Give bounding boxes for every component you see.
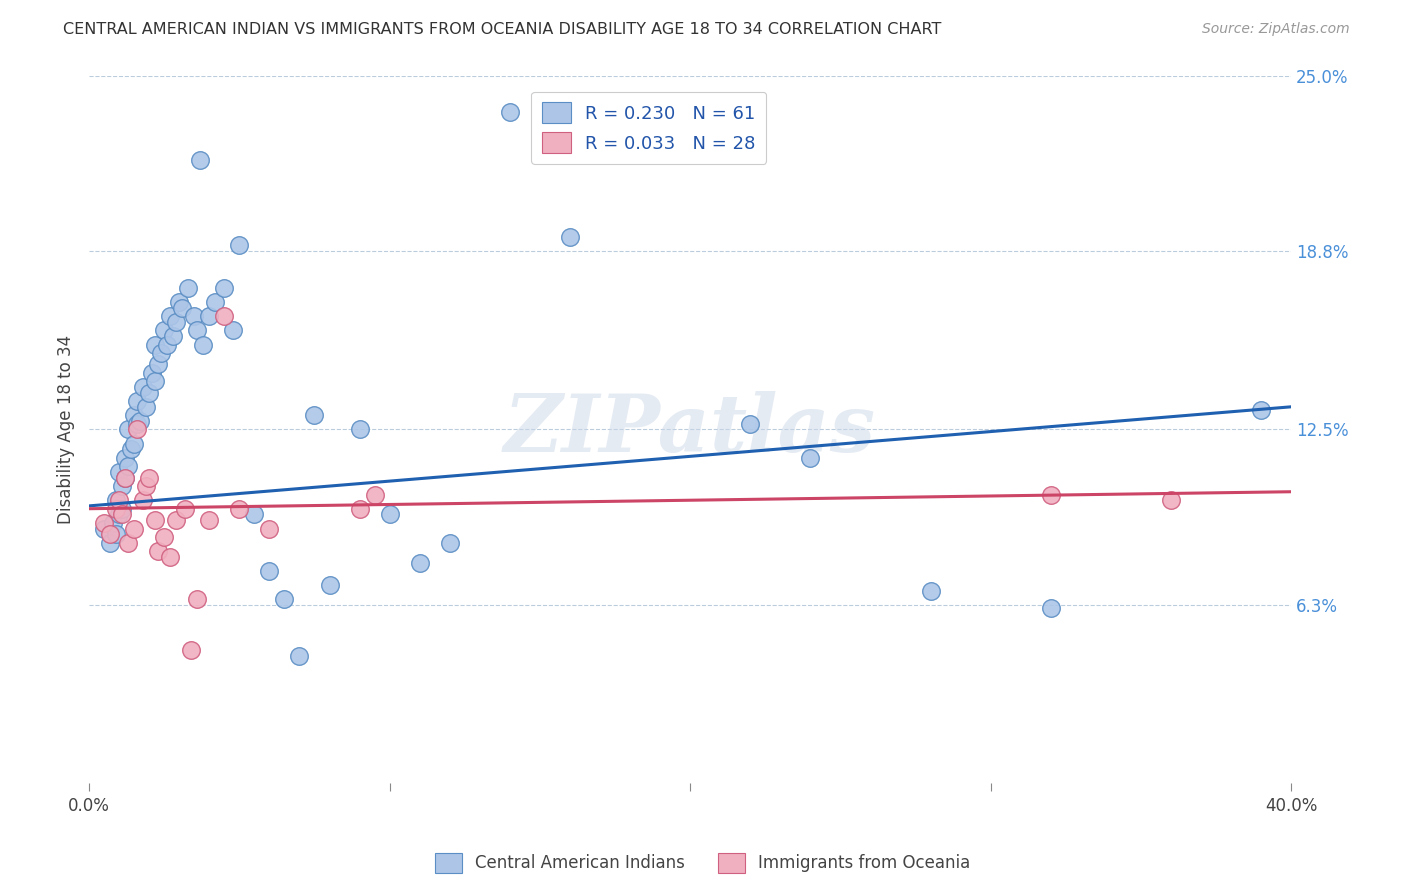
Point bbox=[198, 309, 221, 323]
Point bbox=[93, 522, 115, 536]
Point bbox=[132, 380, 155, 394]
Point bbox=[114, 470, 136, 484]
Point bbox=[148, 357, 170, 371]
Point bbox=[920, 583, 942, 598]
Point bbox=[172, 301, 194, 315]
Point bbox=[141, 366, 163, 380]
Point bbox=[222, 323, 245, 337]
Point bbox=[193, 337, 215, 351]
Point bbox=[318, 578, 340, 592]
Point bbox=[259, 522, 281, 536]
Point bbox=[105, 527, 128, 541]
Point bbox=[409, 556, 432, 570]
Point bbox=[378, 508, 401, 522]
Y-axis label: Disability Age 18 to 34: Disability Age 18 to 34 bbox=[58, 334, 75, 524]
Point bbox=[143, 374, 166, 388]
Point bbox=[101, 516, 124, 530]
Point bbox=[165, 315, 187, 329]
Point bbox=[174, 501, 197, 516]
Legend: Central American Indians, Immigrants from Oceania: Central American Indians, Immigrants fro… bbox=[429, 847, 977, 880]
Point bbox=[108, 508, 131, 522]
Point bbox=[138, 470, 160, 484]
Point bbox=[111, 479, 134, 493]
Point bbox=[228, 501, 250, 516]
Point bbox=[143, 337, 166, 351]
Point bbox=[122, 522, 145, 536]
Point bbox=[148, 544, 170, 558]
Point bbox=[153, 530, 176, 544]
Point bbox=[188, 153, 211, 168]
Point bbox=[799, 450, 821, 465]
Point bbox=[159, 309, 181, 323]
Point bbox=[439, 535, 461, 549]
Point bbox=[165, 513, 187, 527]
Point bbox=[127, 417, 149, 431]
Point bbox=[186, 592, 208, 607]
Point bbox=[105, 501, 128, 516]
Point bbox=[204, 295, 226, 310]
Point bbox=[105, 493, 128, 508]
Point bbox=[143, 513, 166, 527]
Point bbox=[214, 309, 236, 323]
Point bbox=[259, 564, 281, 578]
Point bbox=[135, 400, 157, 414]
Point bbox=[156, 337, 179, 351]
Point bbox=[108, 465, 131, 479]
Point bbox=[1250, 402, 1272, 417]
Point bbox=[111, 501, 134, 516]
Point bbox=[108, 493, 131, 508]
Point bbox=[114, 470, 136, 484]
Point bbox=[243, 508, 266, 522]
Point bbox=[1039, 600, 1062, 615]
Point bbox=[98, 535, 121, 549]
Point bbox=[127, 422, 149, 436]
Point bbox=[198, 513, 221, 527]
Point bbox=[180, 643, 202, 657]
Point bbox=[363, 487, 385, 501]
Point bbox=[159, 549, 181, 564]
Point bbox=[288, 648, 311, 663]
Point bbox=[162, 329, 184, 343]
Point bbox=[349, 422, 371, 436]
Point bbox=[98, 527, 121, 541]
Point bbox=[122, 436, 145, 450]
Point bbox=[349, 501, 371, 516]
Legend: R = 0.230   N = 61, R = 0.033   N = 28: R = 0.230 N = 61, R = 0.033 N = 28 bbox=[531, 92, 766, 164]
Point bbox=[183, 309, 205, 323]
Point bbox=[153, 323, 176, 337]
Text: ZIPatlas: ZIPatlas bbox=[505, 391, 876, 468]
Point bbox=[1160, 493, 1182, 508]
Point bbox=[186, 323, 208, 337]
Point bbox=[93, 516, 115, 530]
Point bbox=[138, 385, 160, 400]
Point bbox=[117, 422, 139, 436]
Point bbox=[740, 417, 762, 431]
Point bbox=[228, 238, 250, 252]
Point bbox=[558, 230, 581, 244]
Point bbox=[1039, 487, 1062, 501]
Point bbox=[499, 105, 522, 120]
Point bbox=[127, 394, 149, 409]
Point bbox=[117, 459, 139, 474]
Point bbox=[150, 346, 173, 360]
Text: Source: ZipAtlas.com: Source: ZipAtlas.com bbox=[1202, 22, 1350, 37]
Point bbox=[273, 592, 295, 607]
Point bbox=[117, 535, 139, 549]
Point bbox=[132, 493, 155, 508]
Point bbox=[114, 450, 136, 465]
Point bbox=[214, 281, 236, 295]
Point bbox=[167, 295, 190, 310]
Point bbox=[111, 508, 134, 522]
Point bbox=[122, 409, 145, 423]
Point bbox=[129, 414, 152, 428]
Point bbox=[135, 479, 157, 493]
Point bbox=[120, 442, 142, 457]
Text: CENTRAL AMERICAN INDIAN VS IMMIGRANTS FROM OCEANIA DISABILITY AGE 18 TO 34 CORRE: CENTRAL AMERICAN INDIAN VS IMMIGRANTS FR… bbox=[63, 22, 942, 37]
Point bbox=[177, 281, 200, 295]
Point bbox=[304, 409, 326, 423]
